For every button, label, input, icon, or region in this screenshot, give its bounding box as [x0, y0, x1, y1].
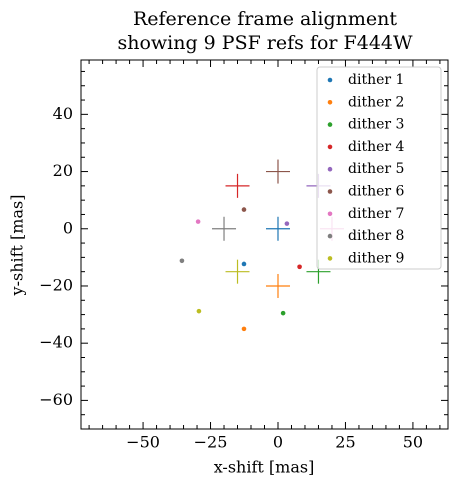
point [241, 207, 247, 212]
reference-cross [265, 273, 290, 298]
legend-marker [327, 211, 333, 217]
y-tick-label: 20 [53, 161, 73, 180]
y-tick-label: −60 [39, 390, 73, 409]
plot-frame [80, 59, 449, 430]
legend-marker [327, 77, 333, 83]
x-tick-label: −25 [194, 433, 228, 452]
reference-cross [265, 159, 290, 184]
x-tick-label: 0 [273, 433, 283, 452]
y-axis-label: y-shift [mas] [8, 195, 27, 297]
legend-label: dither 9 [348, 250, 404, 266]
reference-cross [212, 216, 237, 241]
legend-label: dither 7 [348, 206, 404, 222]
x-tick-label: −50 [126, 433, 160, 452]
x-axis-label: x-shift [mas] [214, 458, 315, 477]
reference-cross [225, 259, 250, 284]
point [297, 264, 302, 270]
y-tick-label: −20 [39, 275, 73, 294]
legend-label: dither 4 [348, 139, 405, 155]
point [280, 310, 286, 316]
legend-label: dither 6 [348, 184, 405, 200]
legend-label: dither 1 [348, 72, 404, 88]
point [195, 219, 201, 224]
legend-marker [327, 233, 333, 239]
point [241, 261, 247, 267]
y-tick-label: −40 [39, 333, 73, 352]
legend-label: dither 3 [348, 117, 404, 133]
legend-marker [327, 100, 333, 105]
chart-title: Reference frame alignment [133, 8, 397, 30]
legend-label: dither 5 [348, 161, 404, 177]
legend-marker [327, 189, 333, 194]
x-tick-label: 25 [335, 433, 355, 452]
legend-marker [327, 166, 333, 172]
legend-marker [327, 144, 333, 150]
legend-box [316, 66, 442, 270]
y-tick-label: 0 [63, 218, 73, 237]
chart-title: showing 9 PSF refs for F444W [117, 32, 413, 54]
legend-marker [327, 256, 333, 261]
point [284, 221, 290, 226]
legend-marker [327, 122, 333, 127]
x-tick-label: 50 [403, 433, 423, 452]
point [179, 258, 185, 264]
reference-cross [265, 216, 290, 241]
legend-label: dither 8 [348, 228, 404, 244]
reference-cross [225, 173, 250, 198]
legend-label: dither 2 [348, 94, 404, 110]
point [241, 326, 247, 332]
point [196, 308, 202, 314]
y-tick-label: 40 [53, 104, 73, 123]
